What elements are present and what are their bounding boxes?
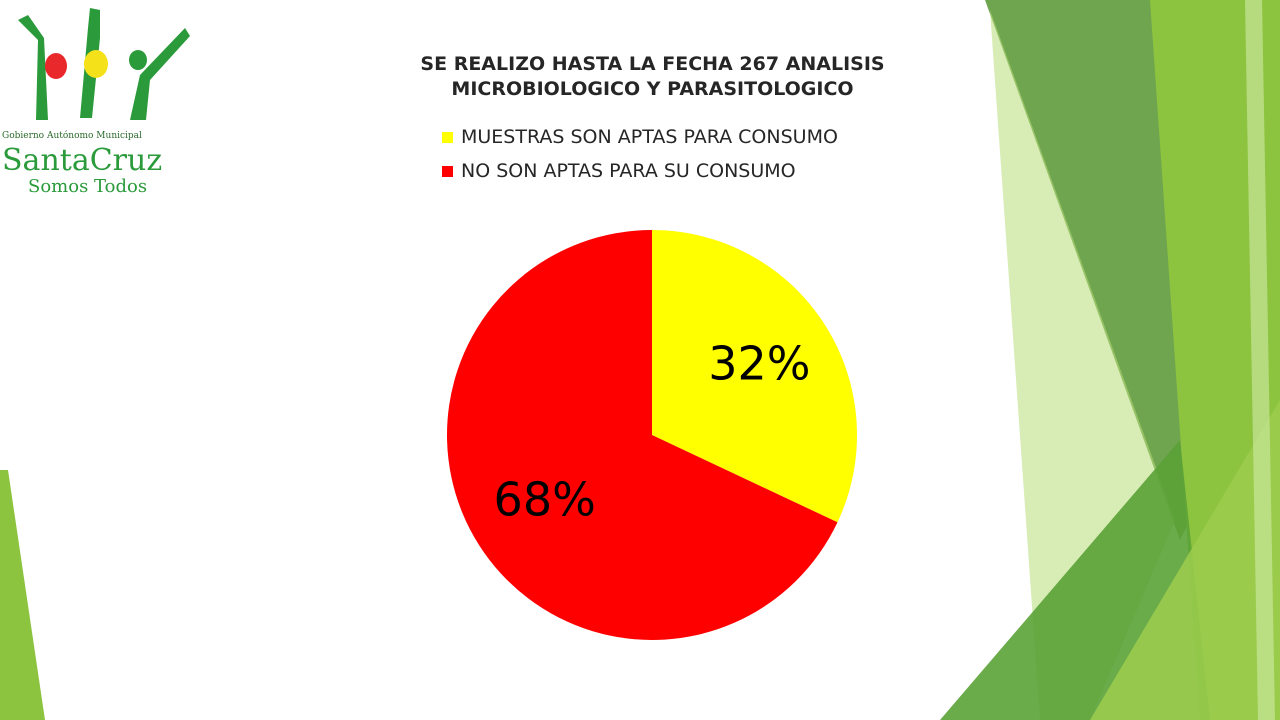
pie-label-0: 32% bbox=[708, 336, 810, 390]
pie-slice-1 bbox=[446, 230, 838, 640]
bg-shape-bottom-light bbox=[1090, 400, 1280, 720]
legend-label-0: MUESTRAS SON APTAS PARA CONSUMO bbox=[461, 126, 838, 148]
bg-shape-thin bbox=[1245, 0, 1275, 720]
legend-swatch-1 bbox=[442, 165, 453, 177]
bg-shape-left bbox=[0, 470, 45, 720]
logo-line3: Somos Todos bbox=[28, 176, 147, 197]
legend-label-1: NO SON APTAS PARA SU CONSUMO bbox=[461, 160, 796, 182]
legend-entry-0: MUESTRAS SON APTAS PARA CONSUMO bbox=[442, 120, 838, 154]
logo-red-drop bbox=[45, 53, 67, 79]
municipal-logo: Gobierno Autónomo Municipal SantaCruz So… bbox=[2, 8, 190, 197]
legend-swatch-0 bbox=[442, 131, 453, 143]
bg-shape-dark bbox=[985, 0, 1215, 540]
pie-label-1: 68% bbox=[494, 473, 596, 527]
chart-legend: MUESTRAS SON APTAS PARA CONSUMO NO SON AP… bbox=[442, 120, 838, 188]
logo-yellow-drop bbox=[84, 50, 108, 78]
logo-green-head bbox=[129, 50, 147, 70]
chart-title: SE REALIZO HASTA LA FECHA 267 ANALISIS M… bbox=[420, 53, 885, 100]
pie-slice-0 bbox=[652, 230, 857, 523]
legend-entry-1: NO SON APTAS PARA SU CONSUMO bbox=[442, 154, 838, 188]
pie-chart: 32% 68% bbox=[446, 230, 857, 640]
logo-line1: Gobierno Autónomo Municipal bbox=[2, 130, 142, 141]
logo-line2: SantaCruz bbox=[2, 143, 162, 178]
